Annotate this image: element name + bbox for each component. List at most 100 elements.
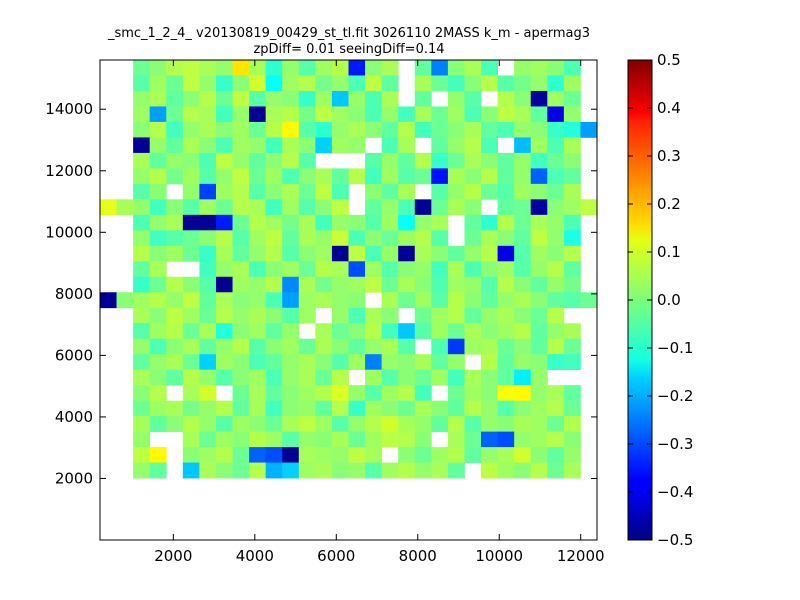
heatmap-cell [514, 60, 532, 76]
heatmap-cell [464, 121, 482, 138]
heatmap-cell [232, 400, 250, 417]
heatmap-cell [133, 369, 151, 386]
heatmap-cell [530, 60, 548, 76]
heatmap-cell [166, 199, 184, 216]
heatmap-cell [365, 416, 383, 433]
plot-frame [99, 59, 598, 541]
heatmap-cell [182, 152, 200, 169]
heatmap-cell [133, 230, 151, 247]
heatmap-cell [381, 385, 399, 402]
heatmap-cell [182, 60, 200, 76]
heatmap-cell [563, 168, 581, 185]
heatmap-cell [298, 261, 316, 278]
heatmap-cell [133, 276, 151, 293]
heatmap-cell [282, 121, 300, 138]
heatmap-cell [232, 276, 250, 293]
heatmap-cell [447, 385, 465, 402]
heatmap-cell [348, 385, 366, 402]
heatmap-cell [282, 75, 300, 92]
heatmap-cell [497, 214, 515, 231]
heatmap-cell [481, 261, 498, 278]
heatmap-cell [249, 137, 267, 154]
heatmap-cell [315, 106, 333, 123]
heatmap-cell [133, 416, 151, 433]
heatmap-cell [365, 60, 383, 76]
heatmap-cell [249, 385, 267, 402]
heatmap-cell [514, 214, 532, 231]
heatmap-cell [514, 106, 532, 123]
heatmap-cell [298, 121, 316, 138]
heatmap-cell [133, 354, 151, 371]
heatmap-cell [298, 199, 316, 216]
heatmap-cell [547, 245, 565, 262]
heatmap-cell [431, 137, 449, 154]
heatmap-cell [331, 60, 349, 76]
heatmap-cell [265, 106, 283, 123]
heatmap-cell [149, 199, 167, 216]
heatmap-cell [199, 137, 217, 154]
heatmap-cell [398, 338, 416, 355]
heatmap-cell [215, 462, 233, 479]
heatmap-cell [315, 230, 333, 247]
heatmap-cell [365, 75, 383, 92]
heatmap-cell [398, 261, 416, 278]
heatmap-cell [249, 121, 267, 138]
heatmap-cell [414, 323, 432, 340]
heatmap-cell [265, 307, 283, 324]
heatmap-cell [133, 168, 151, 185]
heatmap-cell [182, 168, 200, 185]
heatmap-cell [149, 307, 167, 324]
heatmap-cell [182, 276, 200, 293]
y-tick-label: 14000 [45, 100, 93, 118]
heatmap-cell [431, 400, 449, 417]
heatmap-cell [563, 75, 581, 92]
heatmap-cell [265, 168, 283, 185]
heatmap-cell [514, 230, 532, 247]
colorbar-tick-label: −0.5 [657, 531, 693, 549]
heatmap-cell [232, 106, 250, 123]
heatmap-cell [249, 106, 267, 123]
heatmap-cell [481, 121, 498, 138]
heatmap-cell [166, 369, 184, 386]
heatmap-cell [249, 400, 267, 417]
heatmap-cell [481, 400, 498, 417]
heatmap-cell [414, 106, 432, 123]
heatmap-cell [530, 245, 548, 262]
heatmap-cell [182, 323, 200, 340]
heatmap-cell [215, 323, 233, 340]
heatmap-cell [282, 307, 300, 324]
heatmap-cell [331, 462, 349, 479]
heatmap-cell [215, 199, 233, 216]
heatmap-cell [348, 75, 366, 92]
heatmap-cell [414, 462, 432, 479]
colorbar-tick-label: 0.0 [657, 291, 681, 309]
heatmap-cell [282, 183, 300, 200]
heatmap-cell [232, 90, 250, 107]
heatmap-cell [232, 183, 250, 200]
heatmap-cell [298, 75, 316, 92]
heatmap-cell [282, 137, 300, 154]
heatmap-cell [166, 400, 184, 417]
heatmap-cell [514, 276, 532, 293]
heatmap-cell [348, 90, 366, 107]
heatmap-cell [563, 354, 581, 371]
heatmap-cell [149, 214, 167, 231]
heatmap-cell [530, 183, 548, 200]
heatmap-cell [315, 245, 333, 262]
heatmap-cell [199, 75, 217, 92]
heatmap-cell [398, 106, 416, 123]
heatmap-cell [232, 230, 250, 247]
heatmap-cell [398, 152, 416, 169]
heatmap-cell [166, 323, 184, 340]
heatmap-cell [282, 168, 300, 185]
heatmap-cell [348, 245, 366, 262]
heatmap-cell [497, 106, 515, 123]
heatmap-cell [348, 121, 366, 138]
heatmap-cell [331, 323, 349, 340]
heatmap-cell [282, 385, 300, 402]
heatmap-cell [530, 214, 548, 231]
heatmap-cell [514, 431, 532, 448]
heatmap-cell [282, 447, 300, 463]
heatmap-cell [166, 230, 184, 247]
heatmap-cell [331, 338, 349, 355]
